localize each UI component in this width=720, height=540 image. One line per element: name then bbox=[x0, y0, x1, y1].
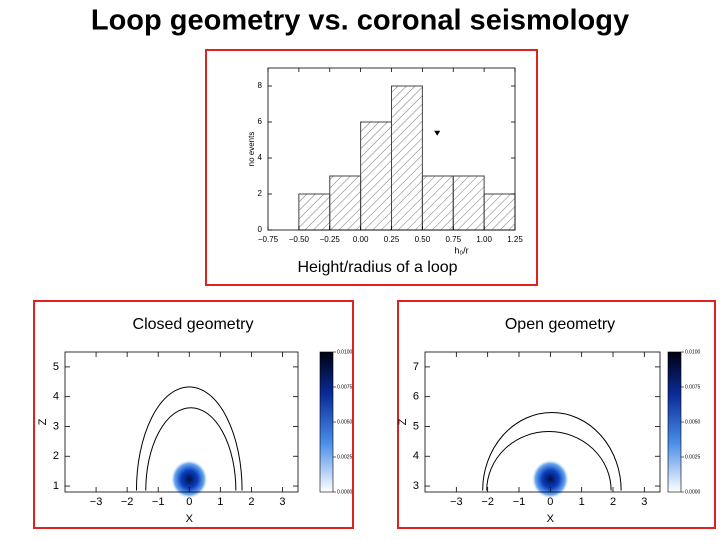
x-tick-label: 3 bbox=[279, 496, 285, 508]
frame bbox=[205, 49, 538, 286]
x-tick-label: 3 bbox=[641, 496, 647, 508]
x-tick-label: −0.50 bbox=[289, 235, 310, 244]
colorbar-tick-label: 0.0050 bbox=[337, 419, 353, 425]
x-axis-label: X bbox=[547, 513, 555, 525]
chart-title: Closed geometry bbox=[133, 316, 254, 333]
colorbar-tick-label: 0.0025 bbox=[685, 454, 701, 460]
marker bbox=[434, 130, 441, 136]
y-tick-label: 1 bbox=[53, 480, 59, 492]
loop-arc bbox=[135, 386, 243, 491]
colorbar bbox=[667, 351, 682, 493]
histogram-bar bbox=[421, 175, 454, 231]
source-blob bbox=[531, 459, 570, 499]
histogram-bar bbox=[483, 193, 516, 231]
colorbar-tick-label: 0.0025 bbox=[337, 454, 353, 460]
x-tick-label: −3 bbox=[90, 496, 103, 508]
x-axis-label: h₀/r bbox=[454, 245, 468, 255]
x-tick-label: 1 bbox=[579, 496, 585, 508]
y-tick-label: 5 bbox=[413, 420, 419, 432]
x-tick-label: 2 bbox=[610, 496, 616, 508]
colorbar-tick-label: 0.0000 bbox=[685, 489, 701, 495]
colorbar-tick-label: 0.0100 bbox=[337, 349, 353, 355]
x-axis-label: X bbox=[186, 513, 194, 525]
colorbar bbox=[319, 351, 334, 493]
slide-title: Loop geometry vs. coronal seismology bbox=[91, 5, 629, 37]
y-tick-label: 6 bbox=[413, 391, 419, 403]
loop-arc bbox=[486, 431, 612, 491]
colorbar-tick-label: 0.0075 bbox=[685, 384, 701, 390]
x-tick-label: −0.25 bbox=[320, 235, 341, 244]
x-tick-label: −2 bbox=[121, 496, 134, 508]
x-tick-label: −2 bbox=[481, 496, 494, 508]
y-axis-label: Z bbox=[397, 418, 409, 425]
y-tick-label: 0 bbox=[258, 225, 263, 234]
x-tick-label: 2 bbox=[248, 496, 254, 508]
x-tick-label: 1.00 bbox=[476, 235, 492, 244]
y-axis-label: Z bbox=[37, 418, 49, 425]
frame bbox=[397, 300, 716, 529]
plot-frame bbox=[64, 351, 299, 493]
loop-arc bbox=[145, 407, 237, 491]
frame bbox=[33, 300, 354, 529]
y-tick-label: 8 bbox=[258, 81, 263, 90]
colorbar-tick-label: 0.0075 bbox=[337, 384, 353, 390]
y-tick-label: 7 bbox=[413, 361, 419, 373]
histogram-bar bbox=[360, 121, 392, 231]
x-tick-label: 0.75 bbox=[445, 235, 461, 244]
colorbar-tick-label: 0.0100 bbox=[685, 349, 701, 355]
y-tick-label: 2 bbox=[258, 189, 263, 198]
x-tick-label: −1 bbox=[513, 496, 526, 508]
colorbar-tick-label: 0.0000 bbox=[337, 489, 353, 495]
y-tick-label: 5 bbox=[53, 361, 59, 373]
x-tick-label: 0.25 bbox=[384, 235, 400, 244]
source-blob bbox=[170, 459, 208, 499]
x-tick-label: −1 bbox=[152, 496, 165, 508]
x-tick-label: 0 bbox=[547, 496, 553, 508]
histogram-bar bbox=[391, 85, 423, 231]
x-tick-label: 1.25 bbox=[507, 235, 523, 244]
histogram-bar bbox=[329, 175, 362, 231]
y-tick-label: 4 bbox=[258, 153, 263, 162]
x-tick-label: −0.75 bbox=[258, 235, 279, 244]
x-tick-label: 0.50 bbox=[415, 235, 431, 244]
y-tick-label: 2 bbox=[53, 450, 59, 462]
plot-frame bbox=[424, 351, 661, 493]
x-tick-label: 0.00 bbox=[353, 235, 369, 244]
histogram-bar bbox=[452, 175, 485, 231]
x-tick-label: −3 bbox=[450, 496, 463, 508]
histogram-bar bbox=[298, 193, 331, 231]
y-tick-label: 3 bbox=[413, 480, 419, 492]
y-axis-label: no events bbox=[247, 132, 256, 167]
colorbar-tick-label: 0.0050 bbox=[685, 419, 701, 425]
caption: Height/radius of a loop bbox=[297, 259, 457, 276]
chart-title: Open geometry bbox=[505, 316, 615, 333]
loop-arc bbox=[482, 411, 622, 491]
y-tick-label: 4 bbox=[413, 450, 419, 462]
x-tick-label: 0 bbox=[186, 496, 192, 508]
y-tick-label: 4 bbox=[53, 391, 59, 403]
y-tick-label: 6 bbox=[258, 117, 263, 126]
y-tick-label: 3 bbox=[53, 420, 59, 432]
x-tick-label: 1 bbox=[217, 496, 223, 508]
